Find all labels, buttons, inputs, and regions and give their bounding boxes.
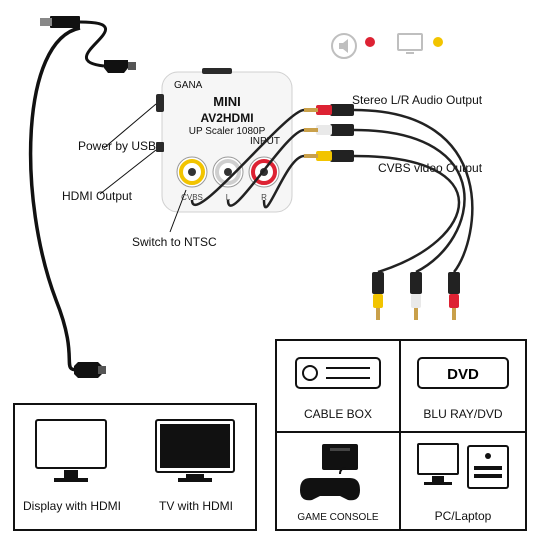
cap-display: Display with HDMI bbox=[23, 499, 121, 513]
cap-console: GAME CONSOLE bbox=[297, 512, 378, 523]
cap-cablebox: CABLE BOX bbox=[304, 407, 372, 421]
device-sub1: AV2HDMI bbox=[200, 111, 253, 125]
label-stereo: Stereo L/R Audio Output bbox=[352, 93, 483, 107]
logo-dvd: DVD bbox=[447, 366, 479, 383]
label-power: Power by USB bbox=[78, 139, 156, 153]
converter-device: GANA MINI AV2HDMI UP Scaler 1080P INPUT … bbox=[156, 68, 292, 212]
cap-tv: TV with HDMI bbox=[159, 499, 233, 513]
dot-red-icon bbox=[365, 37, 375, 47]
dot-yellow-icon bbox=[433, 37, 443, 47]
cap-dvd: BLU RAY/DVD bbox=[423, 407, 502, 421]
label-hdmi-out: HDMI Output bbox=[62, 189, 133, 203]
cap-pc: PC/Laptop bbox=[435, 509, 492, 523]
device-title: MINI bbox=[213, 94, 240, 109]
label-switch: Switch to NTSC bbox=[132, 235, 217, 249]
device-brand: GANA bbox=[174, 80, 203, 91]
